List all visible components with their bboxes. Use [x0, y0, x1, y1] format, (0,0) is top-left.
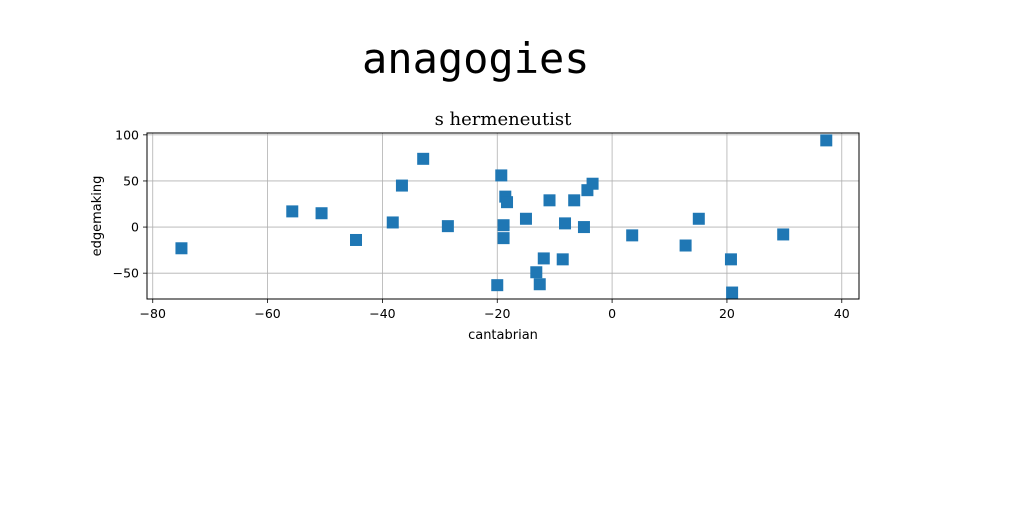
- y-tick-label: 50: [123, 173, 139, 188]
- data-point: [519, 212, 532, 225]
- data-point: [556, 253, 569, 266]
- data-point: [679, 239, 692, 252]
- data-point: [543, 194, 556, 207]
- data-point: [820, 134, 833, 147]
- data-point: [586, 177, 599, 190]
- data-point: [395, 179, 408, 192]
- data-point: [530, 266, 543, 279]
- x-tick-label: 40: [834, 306, 850, 321]
- data-point: [692, 212, 705, 225]
- data-point: [417, 152, 430, 165]
- data-point: [777, 228, 790, 241]
- data-points: [175, 134, 833, 299]
- data-point: [497, 219, 510, 232]
- data-point: [315, 207, 328, 220]
- axis-ticks: −80 −60 −40 −20 0 20 40 −50 0 50 100: [113, 127, 850, 321]
- plot-frame: [146, 132, 860, 300]
- data-point: [491, 279, 504, 292]
- data-point: [497, 232, 510, 245]
- y-tick-label: 100: [115, 127, 139, 142]
- data-point: [577, 221, 590, 234]
- data-point: [495, 169, 508, 182]
- page-title: anagogies: [362, 34, 590, 83]
- data-point: [175, 242, 188, 255]
- x-tick-label: 0: [608, 306, 616, 321]
- data-point: [501, 196, 514, 209]
- x-tick-label: −80: [140, 306, 166, 321]
- y-axis-label: edgemaking: [90, 176, 105, 257]
- x-tick-label: −20: [484, 306, 510, 321]
- y-tick-label: 0: [131, 220, 139, 235]
- x-tick-label: 20: [719, 306, 735, 321]
- data-point: [350, 233, 363, 246]
- chart-title: s hermeneutist: [435, 109, 573, 130]
- data-point: [559, 217, 572, 230]
- data-point: [286, 205, 299, 218]
- data-point: [626, 229, 639, 242]
- grid: [147, 133, 859, 299]
- data-point: [441, 220, 454, 233]
- data-point: [568, 194, 581, 207]
- x-tick-label: −60: [254, 306, 280, 321]
- data-point: [386, 216, 399, 229]
- y-tick-label: −50: [113, 266, 139, 281]
- x-axis-label: cantabrian: [468, 328, 538, 343]
- x-tick-label: −40: [369, 306, 395, 321]
- data-point: [537, 252, 550, 265]
- data-point: [724, 253, 737, 266]
- data-point: [533, 278, 546, 291]
- data-point: [726, 286, 739, 299]
